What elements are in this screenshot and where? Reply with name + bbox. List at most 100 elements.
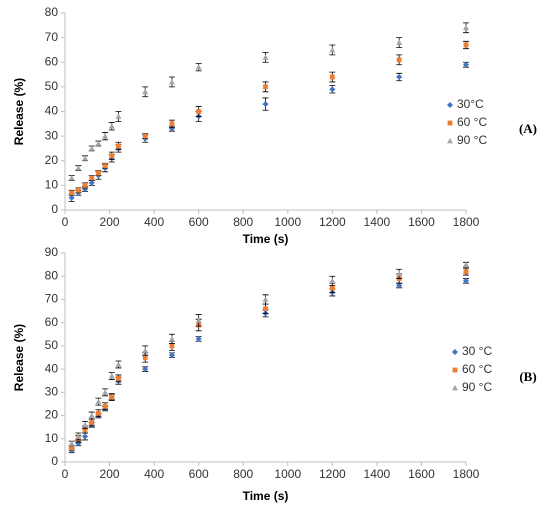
data-point (396, 270, 403, 277)
data-point (116, 376, 121, 381)
y-tick-label: 50 (45, 79, 59, 93)
data-point (329, 46, 336, 53)
data-point (168, 335, 175, 342)
x-tick-label: 0 (62, 215, 69, 229)
data-point (95, 398, 102, 405)
legend-label: 30°C (457, 97, 484, 111)
legend-marker (452, 349, 458, 355)
y-tick-label: 70 (45, 30, 59, 44)
data-point (142, 133, 148, 139)
x-tick-label: 800 (233, 215, 253, 229)
y-tick-label: 50 (45, 338, 59, 352)
x-tick-label: 600 (189, 215, 209, 229)
data-point (75, 187, 81, 193)
x-tick-label: 1800 (453, 467, 480, 481)
data-point (262, 101, 269, 108)
data-point (68, 440, 75, 446)
data-point (82, 155, 89, 161)
data-point (88, 412, 95, 418)
data-point (142, 347, 149, 353)
x-tick-label: 1600 (408, 215, 435, 229)
legend-label: 90 °C (462, 380, 492, 394)
data-point (168, 352, 175, 359)
data-point (82, 182, 88, 188)
x-tick-label: 1400 (364, 467, 391, 481)
x-tick-label: 1400 (364, 215, 391, 229)
data-point (463, 42, 469, 48)
data-point (329, 285, 335, 291)
data-point (142, 366, 149, 373)
data-point (396, 74, 403, 81)
legend-marker (447, 138, 453, 144)
data-point (75, 165, 82, 171)
data-point (115, 361, 122, 367)
x-axis-title: Time (s) (243, 232, 289, 246)
y-tick-label: 40 (45, 361, 59, 375)
data-point (463, 24, 469, 31)
y-tick-label: 80 (45, 268, 59, 282)
x-tick-label: 600 (189, 467, 209, 481)
data-point (89, 420, 95, 425)
data-point (88, 179, 95, 186)
legend-marker (447, 102, 453, 108)
data-point (195, 335, 202, 342)
data-point (82, 433, 89, 440)
data-point (68, 194, 75, 201)
data-point (89, 175, 95, 181)
data-point (329, 86, 336, 93)
data-point (329, 277, 336, 284)
legend-marker (447, 120, 453, 126)
y-tick-label: 20 (45, 408, 59, 422)
data-point (102, 403, 108, 409)
data-point (195, 64, 202, 70)
data-point (102, 163, 108, 169)
panel-label: (A) (519, 121, 537, 136)
legend-marker (452, 367, 458, 373)
x-tick-label: 1200 (319, 215, 346, 229)
data-point (75, 433, 82, 439)
y-axis-title: Release (%) (12, 324, 26, 391)
y-tick-label: 10 (45, 178, 59, 192)
y-axis-title: Release (%) (12, 78, 26, 145)
data-point (262, 54, 269, 60)
data-point (102, 389, 109, 395)
data-point (168, 78, 175, 85)
x-tick-label: 400 (144, 467, 164, 481)
data-point (396, 39, 403, 45)
legend-label: 90 °C (457, 133, 487, 147)
data-point (263, 84, 268, 90)
data-point (396, 57, 402, 63)
data-point (109, 153, 115, 159)
y-tick-label: 0 (51, 202, 58, 216)
legend-label: 60 °C (462, 362, 492, 376)
y-tick-label: 60 (45, 315, 59, 329)
x-tick-label: 1600 (408, 467, 435, 481)
data-point (96, 410, 101, 416)
data-point (169, 121, 175, 127)
data-point (116, 143, 121, 149)
data-point (463, 277, 469, 284)
y-tick-label: 20 (45, 153, 59, 167)
y-tick-label: 30 (45, 128, 59, 142)
legend-marker (452, 385, 458, 391)
x-tick-label: 1000 (274, 215, 301, 229)
data-point (463, 269, 469, 274)
data-point (88, 145, 95, 151)
y-tick-label: 10 (45, 431, 59, 445)
x-axis-title: Time (s) (243, 489, 289, 503)
data-point (262, 296, 269, 302)
y-tick-label: 60 (45, 54, 59, 68)
data-point (82, 427, 88, 432)
x-tick-label: 200 (100, 215, 120, 229)
data-point (396, 282, 403, 289)
x-tick-label: 800 (233, 467, 253, 481)
data-point (142, 88, 149, 95)
data-point (109, 394, 115, 400)
data-point (102, 133, 109, 139)
data-point (195, 317, 202, 323)
y-tick-label: 0 (51, 454, 58, 468)
data-point (96, 170, 101, 176)
y-tick-label: 30 (45, 385, 59, 399)
data-point (68, 174, 75, 181)
